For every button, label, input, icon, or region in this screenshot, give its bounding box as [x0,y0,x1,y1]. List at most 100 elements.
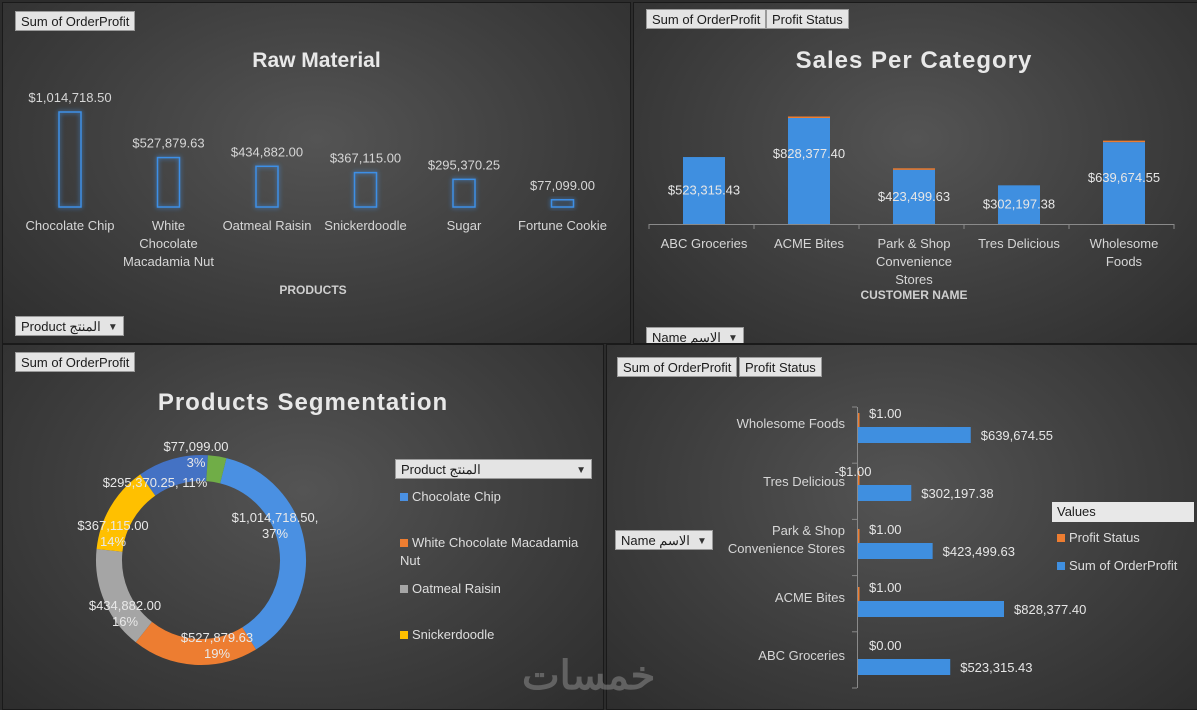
bar [893,169,935,224]
profit-status-bar [858,529,860,543]
data-label: $423,499.63 [878,189,950,204]
donut-slice [140,455,208,496]
slice-label: $434,882.00 [89,598,161,613]
x-axis-title: PRODUCTS [279,283,347,297]
sum-of-orderprofit-field-button[interactable]: Sum of OrderProfit [617,357,738,377]
legend-item: Chocolate Chip [400,488,600,506]
category-label: Chocolate [139,236,198,251]
name-axis-filter-dropdown[interactable]: Name الاسم ▼ [615,530,713,550]
data-label: $1,014,718.50 [28,90,111,105]
sum-of-orderprofit-field-button[interactable]: Sum of OrderProfit [646,9,767,29]
slice-label: 37% [262,526,288,541]
slice-label: 19% [204,646,230,661]
legend-swatch-icon [400,631,408,639]
chart-title: Raw Material [252,49,381,72]
profit-status-label: $1.00 [869,406,902,421]
name-axis-filter-dropdown[interactable]: Name الاسم ▼ [646,327,744,344]
category-label: ACME Bites [774,236,845,251]
bar [858,659,951,675]
legend-values-header[interactable]: Values [1052,502,1194,522]
bar [788,118,830,224]
slice-label: $295,370.25, 11% [103,475,208,490]
category-label: Stores [895,272,933,287]
category-label: Park & Shop [878,236,951,251]
category-label: Snickerdoodle [324,218,406,233]
data-label: $367,115.00 [330,151,401,166]
slice-label: 3% [187,455,206,470]
category-label: ABC Groceries [758,648,845,663]
legend-swatch-icon [400,539,408,547]
raw-material-chart-panel: Sum of OrderProfit Raw Material $1,014,7… [2,2,631,344]
category-label: White [152,218,185,233]
slice-label: 14% [100,534,126,549]
data-label: $828,377.40 [1014,602,1086,617]
legend-label: Oatmeal Raisin [412,581,501,596]
slice-label: $1,014,718.50, [232,510,319,525]
products-segmentation-chart-panel: Sum of OrderProfit Products Segmentation… [2,344,604,710]
profit-status-bar [788,116,830,118]
profit-status-bar [893,168,935,170]
category-label: Convenience Stores [728,541,846,556]
profit-status-label: -$1.00 [835,464,872,479]
profit-status-label: $0.00 [869,638,902,653]
data-label: $302,197.38 [983,197,1055,212]
data-label: $828,377.40 [773,146,845,161]
category-label: Wholesome [1090,236,1159,251]
bar [550,199,575,208]
data-label: $639,674.55 [1088,170,1160,185]
chart-title: Sales Per Category [795,47,1033,74]
blue-swatch-icon [1057,562,1065,570]
category-label: ACME Bites [775,590,846,605]
profit-status-bar [858,413,860,427]
legend-item-sum-of-orderprofit: Sum of OrderProfit [1057,557,1177,575]
bar [998,185,1040,224]
dropdown-label: Product المنتج [21,319,101,334]
profit-status-field-button[interactable]: Profit Status [766,9,849,29]
bar [58,111,82,208]
customer-horizontal-bar-chart: Wholesome Foods $1.00 $639,674.55 Tres Deli… [728,406,1086,689]
bar [858,485,912,501]
profit-status-label: $1.00 [869,522,902,537]
profit-status-field-button[interactable]: Profit Status [739,357,822,377]
category-label: Sugar [447,218,482,233]
category-label: Oatmeal Raisin [223,218,312,233]
category-label: Chocolate Chip [26,218,115,233]
category-label: Wholesome Foods [737,416,846,431]
bar [156,156,181,208]
bar [858,543,933,559]
slice-label: $527,879.63 [181,630,253,645]
chevron-down-icon: ▼ [576,465,586,476]
product-legend-filter-dropdown[interactable]: Product المنتج ▼ [395,459,592,479]
category-label: Macadamia Nut [123,254,214,269]
data-label: $434,882.00 [231,144,303,159]
data-label: $295,370.25 [428,157,500,172]
bar [1103,142,1145,224]
donut-slice [96,474,156,553]
legend-item: White Chocolate Macadamia Nut [400,534,600,570]
bar [353,171,378,208]
data-label: $639,674.55 [981,428,1053,443]
category-label: Foods [1106,254,1143,269]
bar [683,157,725,224]
product-axis-filter-dropdown[interactable]: Product المنتج ▼ [15,316,124,336]
slice-label: 16% [112,614,138,629]
legend-label: Sum of OrderProfit [1069,558,1178,573]
donut-slice [135,621,256,665]
category-label: Fortune Cookie [518,218,607,233]
chart-title: Products Segmentation [157,389,449,416]
dropdown-label: Name الاسم [652,330,721,344]
slice-label: $367,115.00 [77,518,148,533]
bar [255,165,279,208]
legend-label: Snickerdoodle [412,627,495,642]
category-label: Convenience [876,254,952,269]
legend-item-profit-status: Profit Status [1057,529,1140,547]
legend-item: Oatmeal Raisin [400,580,600,598]
raw-material-bar-chart: $1,014,718.50 Chocolate Chip $527,879.63 Wh… [26,90,607,269]
legend-label: White Chocolate Macadamia Nut [400,535,579,568]
profit-status-label: $1.00 [869,580,902,595]
sum-of-orderprofit-field-button[interactable]: Sum of OrderProfit [15,11,136,31]
sum-of-orderprofit-field-button[interactable]: Sum of OrderProfit [15,352,136,372]
legend-swatch-icon [400,585,408,593]
category-label: Tres Delicious [978,236,1060,251]
